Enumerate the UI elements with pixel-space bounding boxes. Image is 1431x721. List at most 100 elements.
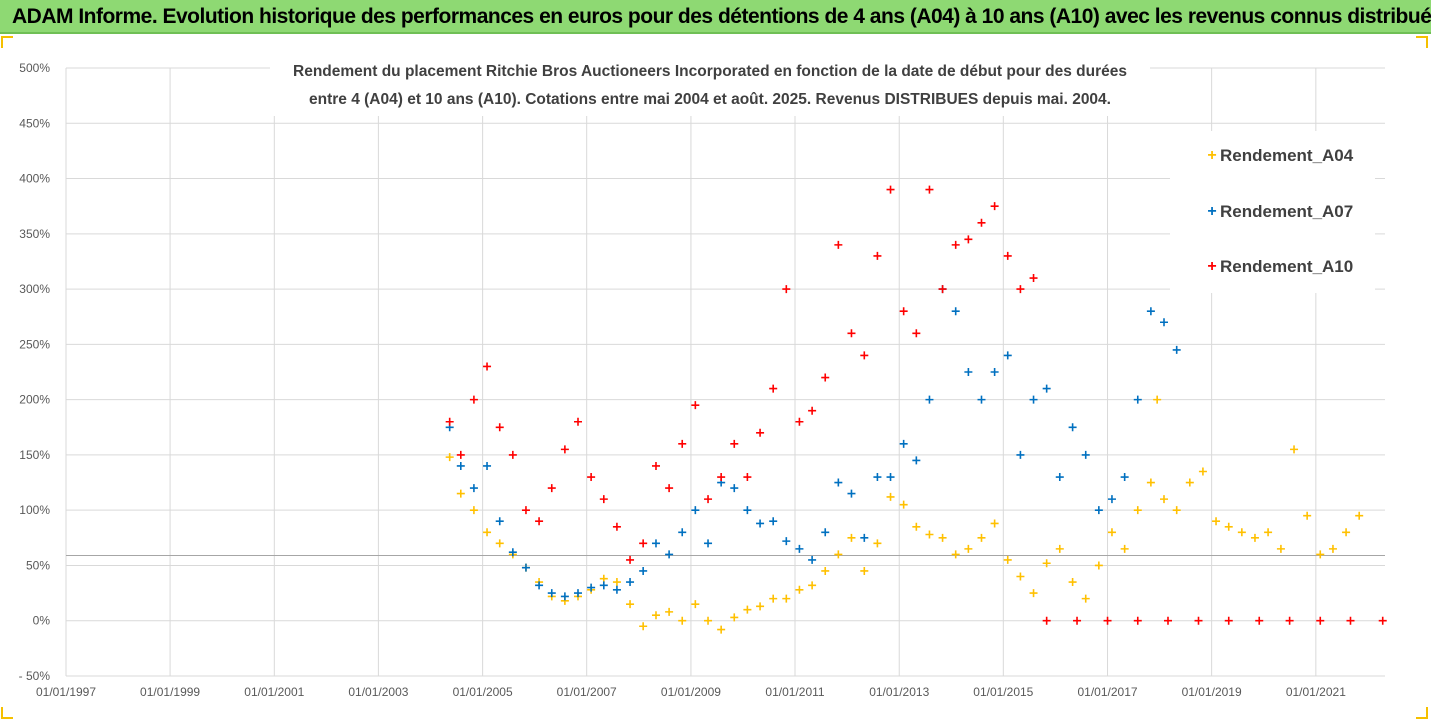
data-point (990, 202, 999, 211)
y-tick-label: 100% (19, 503, 50, 517)
data-point (612, 578, 621, 587)
data-point (1285, 616, 1294, 625)
data-point (1378, 616, 1387, 625)
selection-corner-bottom-right (1416, 707, 1428, 719)
data-point (574, 589, 583, 598)
data-point (1055, 473, 1064, 482)
data-point (1224, 616, 1233, 625)
data-point (860, 533, 869, 542)
series-rendement_a07 (445, 285, 1181, 601)
data-point (782, 285, 791, 294)
data-point (612, 585, 621, 594)
x-tick-label: 01/01/2019 (1182, 685, 1242, 699)
data-point (1081, 450, 1090, 459)
data-point (521, 563, 530, 572)
data-point (691, 600, 700, 609)
data-point (1029, 589, 1038, 598)
data-point (873, 251, 882, 260)
data-point (678, 528, 687, 537)
selection-corner-top-left (1, 36, 13, 48)
data-point (1198, 467, 1207, 476)
data-point (560, 592, 569, 601)
data-point (925, 185, 934, 194)
data-point (704, 495, 713, 504)
data-point (847, 533, 856, 542)
data-point (912, 329, 921, 338)
legend-item-a10: Rendement_A10 (1220, 257, 1353, 276)
chart-title: Rendement du placement Ritchie Bros Auct… (270, 56, 1150, 116)
data-point (977, 395, 986, 404)
data-point (1316, 616, 1325, 625)
x-tick-label: 01/01/2003 (348, 685, 408, 699)
data-point (587, 583, 596, 592)
data-point (899, 439, 908, 448)
data-point (626, 555, 635, 564)
legend-background (1170, 131, 1375, 293)
data-point (1094, 506, 1103, 515)
data-point (1160, 318, 1168, 327)
data-point (469, 395, 478, 404)
data-point (821, 566, 830, 575)
y-tick-label: 350% (19, 227, 50, 241)
data-point (886, 185, 895, 194)
data-point (1163, 616, 1172, 625)
data-point (626, 578, 635, 587)
y-tick-label: 50% (26, 558, 50, 572)
data-point (977, 533, 986, 542)
data-point (964, 368, 973, 376)
data-point (834, 478, 843, 487)
data-point (1194, 616, 1203, 625)
data-point (1153, 395, 1162, 404)
data-point (651, 611, 660, 620)
data-point (821, 528, 830, 537)
data-point (639, 622, 648, 631)
data-point (445, 417, 454, 426)
x-tick-label: 01/01/2009 (661, 685, 721, 699)
x-axis-tick-labels: 01/01/1997 01/01/1999 01/01/2001 01/01/2003… (36, 685, 1346, 699)
chart-title-line-1: Rendement du placement Ritchie Bros Auct… (293, 63, 1127, 80)
data-point (938, 285, 947, 294)
data-point (756, 519, 765, 528)
chart-title-background (270, 56, 1150, 116)
data-point (456, 461, 465, 470)
data-point (1107, 528, 1116, 537)
data-point (704, 539, 713, 548)
data-point (1160, 495, 1168, 504)
data-point (782, 537, 791, 546)
data-point (1133, 395, 1142, 404)
data-point (1255, 616, 1264, 625)
x-tick-label: 01/01/2007 (557, 685, 617, 699)
x-tick-label: 01/01/1999 (140, 685, 200, 699)
data-point (678, 439, 687, 448)
data-point (1212, 517, 1221, 526)
x-tick-label: 01/01/2013 (869, 685, 929, 699)
data-point (1146, 307, 1155, 316)
data-point (665, 550, 674, 559)
data-point (547, 589, 556, 598)
chart-title-line-2: entre 4 (A04) et 10 ans (A10). Cotations… (309, 91, 1111, 108)
data-point (1146, 478, 1155, 487)
data-point (535, 517, 544, 526)
data-point (1016, 572, 1025, 581)
data-point (808, 406, 817, 415)
data-point (808, 555, 817, 564)
data-point (743, 605, 752, 614)
y-tick-label: 150% (19, 448, 50, 462)
data-point (1094, 561, 1103, 570)
data-point (1016, 450, 1025, 459)
data-point (521, 506, 530, 515)
data-point (1290, 445, 1299, 454)
data-point (1237, 528, 1246, 537)
y-tick-label: 450% (19, 116, 50, 130)
data-point (808, 581, 817, 590)
data-point (1120, 544, 1129, 553)
data-point (1003, 351, 1012, 360)
data-point (873, 539, 882, 548)
data-point (1042, 384, 1051, 393)
data-point (495, 423, 504, 432)
data-point (483, 528, 492, 537)
data-point (756, 602, 765, 611)
data-point (445, 453, 454, 462)
data-point (535, 581, 544, 590)
data-point (1107, 495, 1116, 504)
